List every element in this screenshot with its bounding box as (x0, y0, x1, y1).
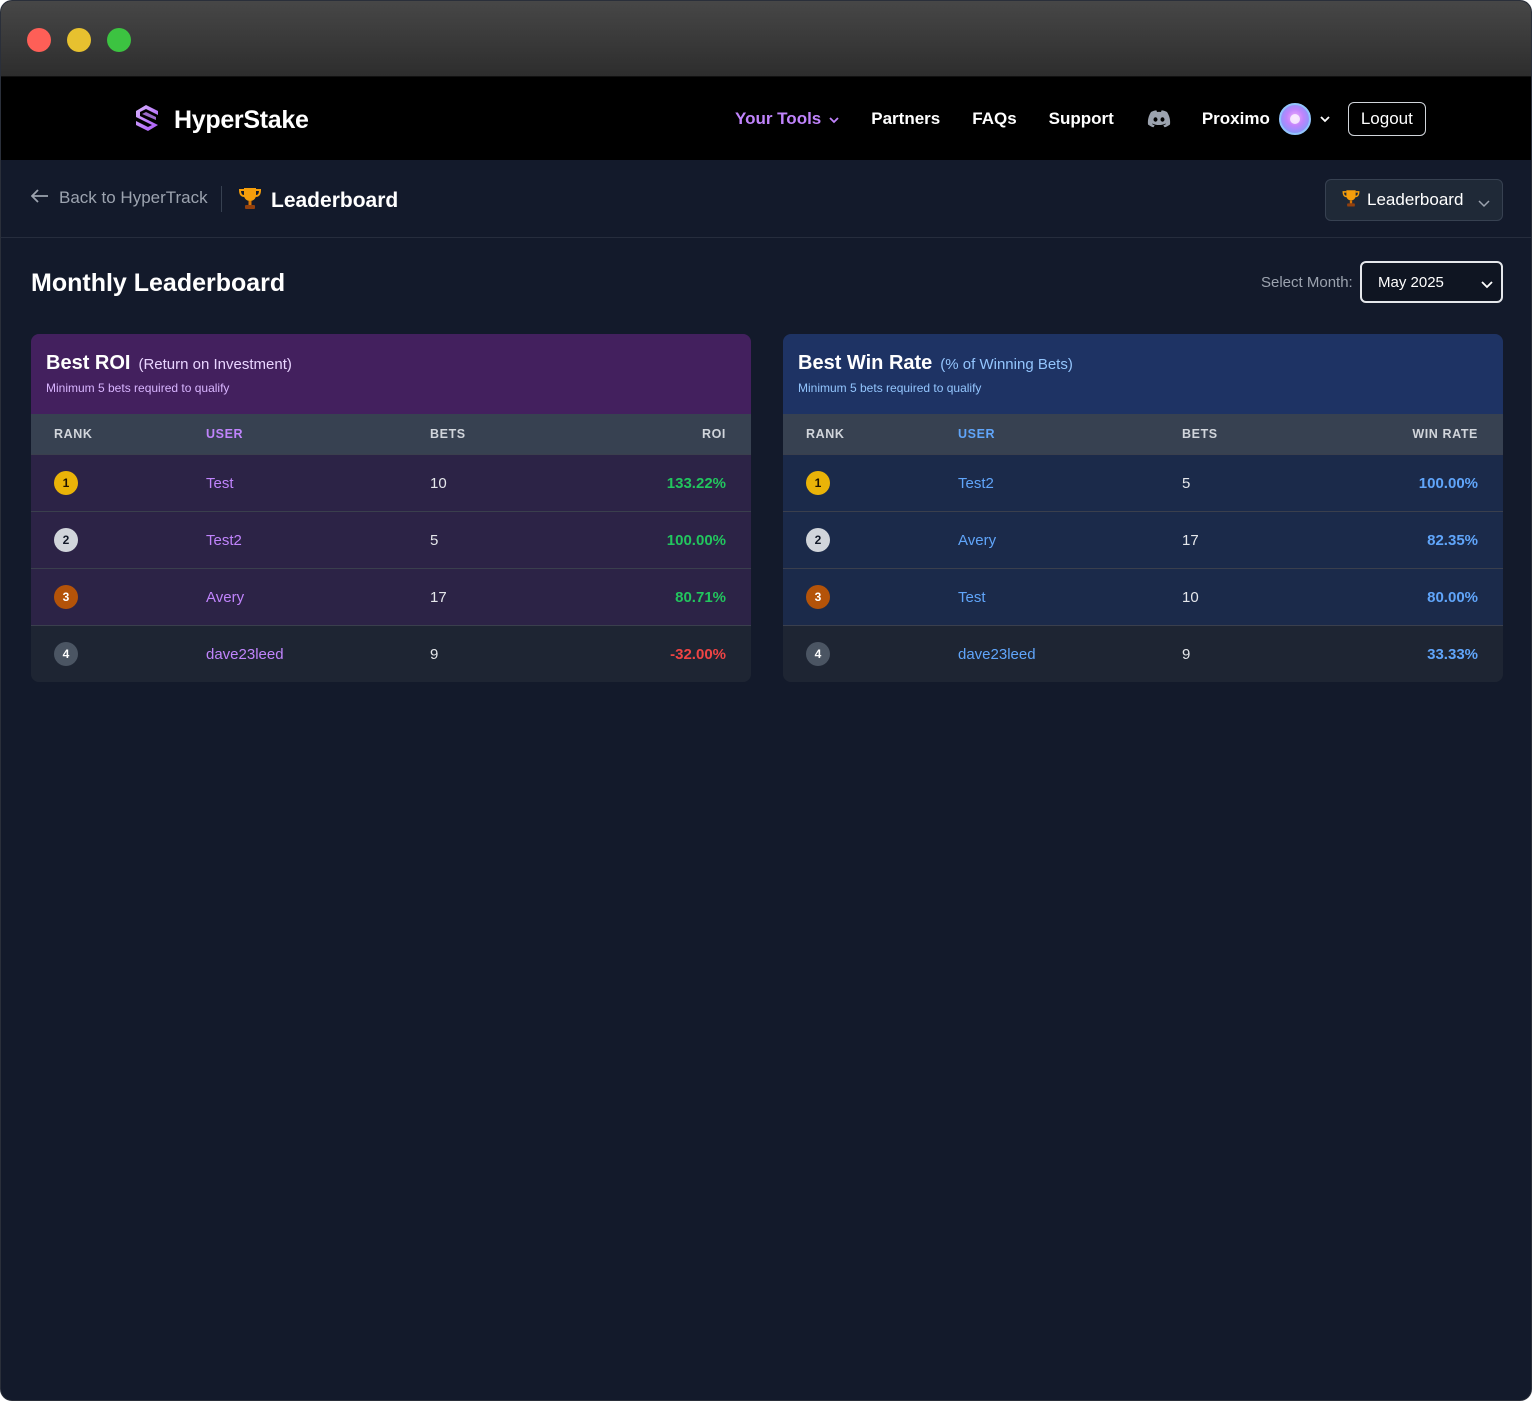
window-titlebar (1, 1, 1531, 77)
nav-support[interactable]: Support (1048, 108, 1114, 128)
win-rate-value: 82.35% (1427, 531, 1478, 549)
card-note: Minimum 5 bets required to qualify (798, 381, 982, 395)
back-link-label: Back to HyperTrack (59, 188, 208, 207)
table-row: 3 Test 10 80.00% (783, 568, 1503, 625)
column-header-rank: RANK (54, 427, 93, 441)
chevron-down-icon (1478, 193, 1490, 213)
table-row: 4 dave23leed 9 33.33% (783, 625, 1503, 682)
win-rate-value: 80.00% (1427, 588, 1478, 606)
rank-badge: 4 (806, 642, 830, 666)
card-subtitle: (Return on Investment) (138, 356, 292, 373)
table-row: 1 Test2 5 100.00% (783, 454, 1503, 511)
column-header-user: USER (958, 427, 996, 441)
back-to-hypertrack-link[interactable]: Back to HyperTrack (30, 188, 208, 208)
best-win-rate-card: Best Win Rate (% of Winning Bets) Minimu… (783, 334, 1503, 682)
best-roi-card: Best ROI (Return on Investment) Minimum … (31, 334, 751, 682)
roi-value: -32.00% (670, 645, 726, 663)
roi-value: 100.00% (666, 531, 726, 549)
win-rate-value: 33.33% (1427, 645, 1478, 663)
maximize-window-button[interactable] (107, 28, 131, 52)
logout-button[interactable]: Logout (1347, 101, 1426, 136)
hyperstake-logo-icon (132, 101, 162, 140)
bets-count: 5 (430, 531, 439, 549)
divider (221, 186, 222, 212)
table-row: 2 Avery 17 82.35% (783, 511, 1503, 568)
roi-value: 80.71% (675, 588, 726, 606)
month-select-label: Select Month: (1261, 274, 1353, 291)
close-window-button[interactable] (27, 28, 51, 52)
bets-count: 10 (430, 474, 447, 492)
card-title: Best Win Rate (798, 352, 933, 374)
discord-icon[interactable] (1146, 109, 1172, 129)
breadcrumb: Leaderboard (237, 185, 398, 216)
user-name: Proximo (1201, 108, 1270, 128)
rank-badge: 3 (54, 585, 78, 609)
rank-badge: 2 (54, 528, 78, 552)
bets-count: 17 (1182, 531, 1199, 549)
month-select-value: May 2025 (1378, 273, 1444, 291)
user-link[interactable]: Avery (958, 531, 997, 549)
nav-your-tools[interactable]: Your Tools (735, 109, 839, 129)
leaderboard-nav-dropdown[interactable]: Leaderboard (1325, 179, 1503, 221)
avatar (1278, 102, 1311, 135)
column-header-bets: BETS (430, 427, 466, 441)
user-link[interactable]: Test (206, 474, 234, 492)
user-link[interactable]: Test (958, 588, 986, 606)
page-title: Monthly Leaderboard (31, 269, 286, 297)
table-row: 1 Test 10 133.22% (31, 454, 751, 511)
page-breadcrumb-title: Leaderboard (271, 188, 399, 212)
win-rate-value: 100.00% (1418, 474, 1478, 492)
card-header: Best Win Rate (% of Winning Bets) Minimu… (783, 334, 1503, 414)
card-subtitle: (% of Winning Bets) (940, 356, 1073, 373)
card-note: Minimum 5 bets required to qualify (46, 381, 230, 395)
user-link[interactable]: dave23leed (958, 645, 1036, 663)
rank-badge: 1 (54, 471, 78, 495)
arrow-left-icon (30, 188, 49, 208)
table-row: 2 Test2 5 100.00% (31, 511, 751, 568)
subheader: Back to HyperTrack Leaderboard (1, 160, 1531, 238)
minimize-window-button[interactable] (67, 28, 91, 52)
bets-count: 9 (430, 645, 439, 663)
rank-badge: 2 (806, 528, 830, 552)
nav-your-tools-label: Your Tools (735, 108, 822, 128)
chevron-down-icon (1481, 276, 1493, 293)
roi-value: 133.22% (666, 474, 726, 492)
rank-badge: 3 (806, 585, 830, 609)
column-header-win-rate: WIN RATE (1412, 427, 1478, 441)
user-link[interactable]: Avery (206, 588, 245, 606)
card-header: Best ROI (Return on Investment) Minimum … (31, 334, 751, 414)
user-link[interactable]: Test2 (206, 531, 242, 549)
nav-faqs[interactable]: FAQs (972, 108, 1017, 128)
rank-badge: 4 (54, 642, 78, 666)
rank-badge: 1 (806, 471, 830, 495)
chevron-down-icon (829, 109, 839, 129)
user-link[interactable]: dave23leed (206, 645, 284, 663)
nav-links: Your Tools Partners FAQs Support Proximo (735, 77, 1426, 160)
user-link[interactable]: Test2 (958, 474, 994, 492)
user-menu[interactable]: Proximo (1201, 102, 1330, 135)
month-select[interactable]: May 2025 (1360, 261, 1503, 303)
table-header: RANK USER BETS ROI (31, 414, 751, 454)
card-title: Best ROI (46, 352, 131, 374)
table-header: RANK USER BETS WIN RATE (783, 414, 1503, 454)
bets-count: 10 (1182, 588, 1199, 606)
bets-count: 9 (1182, 645, 1191, 663)
brand-name: HyperStake (174, 106, 309, 134)
column-header-user: USER (206, 427, 244, 441)
column-header-roi: ROI (701, 427, 726, 441)
bets-count: 17 (430, 588, 447, 606)
nav-partners[interactable]: Partners (871, 108, 941, 128)
top-navbar: HyperStake Your Tools Partners FAQs Supp… (1, 77, 1531, 160)
column-header-rank: RANK (806, 427, 845, 441)
table-row: 3 Avery 17 80.71% (31, 568, 751, 625)
trophy-icon (1341, 188, 1361, 213)
bets-count: 5 (1182, 474, 1191, 492)
column-header-bets: BETS (1182, 427, 1218, 441)
table-row: 4 dave23leed 9 -32.00% (31, 625, 751, 682)
trophy-icon (237, 185, 263, 216)
dropdown-label: Leaderboard (1367, 190, 1464, 209)
chevron-down-icon (1320, 110, 1330, 128)
brand-home-link[interactable]: HyperStake (132, 101, 309, 140)
